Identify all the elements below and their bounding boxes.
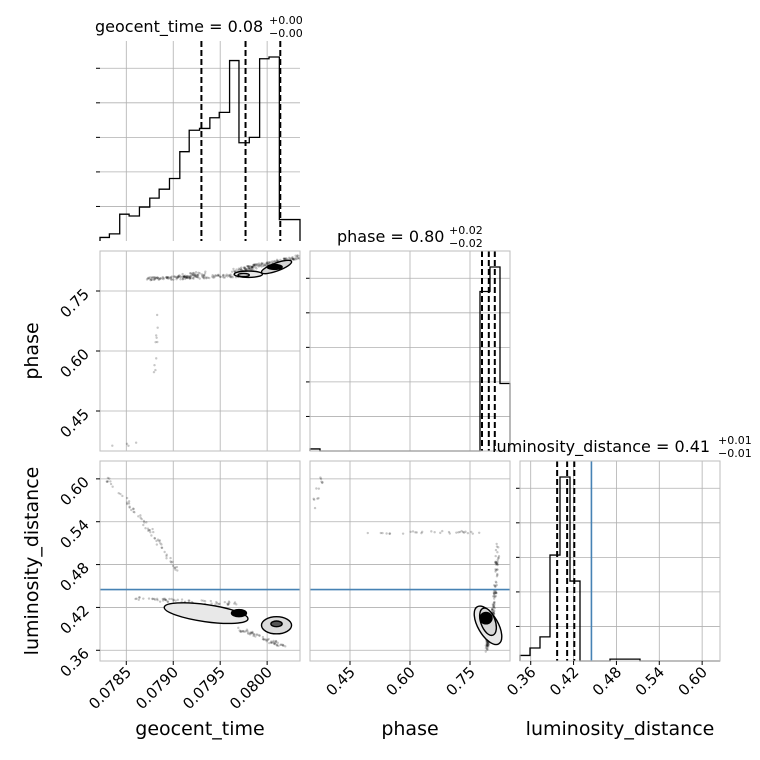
ytick-label-luminosity_distance: 0.36 [56, 644, 92, 680]
xtick-label-luminosity_distance: 0.54 [632, 663, 668, 699]
title-geocent-time: geocent_time = 0.08 [95, 17, 263, 37]
xtick-label-luminosity_distance: 0.48 [589, 663, 625, 699]
ytick-label-luminosity_distance: 0.42 [56, 602, 92, 638]
title-luminosity-distance-minus: −0.01 [718, 447, 752, 460]
ytick-label-phase: 0.60 [56, 345, 92, 381]
panel-lumdist-hist [516, 460, 721, 662]
contour-level [163, 602, 249, 625]
title-luminosity-distance: luminosity_distance = 0.41 [492, 437, 710, 457]
xtick-label-geocent_time: 0.0795 [179, 663, 229, 713]
xtick-label-geocent_time: 0.0785 [85, 663, 135, 713]
xtick-label-phase: 0.60 [382, 663, 418, 699]
panel-lumdist-vs-geocent [99, 460, 301, 662]
ytick-label-phase: 0.45 [56, 405, 92, 441]
contour-level [479, 611, 493, 625]
histogram-luminosity_distance [519, 476, 720, 662]
panel-phase-vs-geocent [99, 250, 301, 452]
ylabel-luminosity-distance: luminosity_distance [21, 467, 43, 656]
panel-phase-hist [306, 250, 511, 452]
title-phase-minus: −0.02 [449, 237, 483, 250]
title-phase: phase = 0.80 [337, 227, 444, 246]
title-geocent-time-plus: +0.00 [269, 14, 303, 27]
xtick-label-geocent_time: 0.0800 [226, 663, 276, 713]
ytick-label-luminosity_distance: 0.60 [56, 473, 92, 509]
histogram-geocent_time [99, 56, 301, 241]
ytick-label-phase: 0.75 [56, 285, 92, 321]
panel-geocent-hist [96, 41, 301, 241]
panel-lumdist-vs-phase [309, 460, 511, 662]
contour-level [266, 263, 283, 271]
contour-level [270, 620, 283, 628]
ytick-label-luminosity_distance: 0.48 [56, 559, 92, 595]
contour-level [237, 272, 250, 278]
ytick-label-luminosity_distance: 0.54 [56, 516, 92, 552]
xtick-label-luminosity_distance: 0.36 [503, 663, 539, 699]
xtick-label-phase: 0.45 [322, 663, 358, 699]
xtick-label-geocent_time: 0.0790 [132, 663, 182, 713]
xtick-label-phase: 0.75 [442, 663, 478, 699]
xtick-label-luminosity_distance: 0.42 [546, 663, 582, 699]
contour-level [230, 608, 248, 618]
sample-points [312, 476, 503, 653]
xlabel-luminosity-distance: luminosity_distance [526, 718, 715, 740]
xlabel-phase: phase [381, 718, 438, 740]
title-phase-plus: +0.02 [449, 224, 483, 237]
title-luminosity-distance-plus: +0.01 [718, 434, 752, 447]
sample-points [105, 476, 293, 648]
sample-points [111, 254, 300, 447]
xtick-label-luminosity_distance: 0.60 [675, 663, 711, 699]
title-geocent-time-minus: −0.00 [269, 27, 303, 40]
xlabel-geocent-time: geocent_time [135, 718, 264, 740]
ylabel-phase: phase [21, 322, 43, 379]
